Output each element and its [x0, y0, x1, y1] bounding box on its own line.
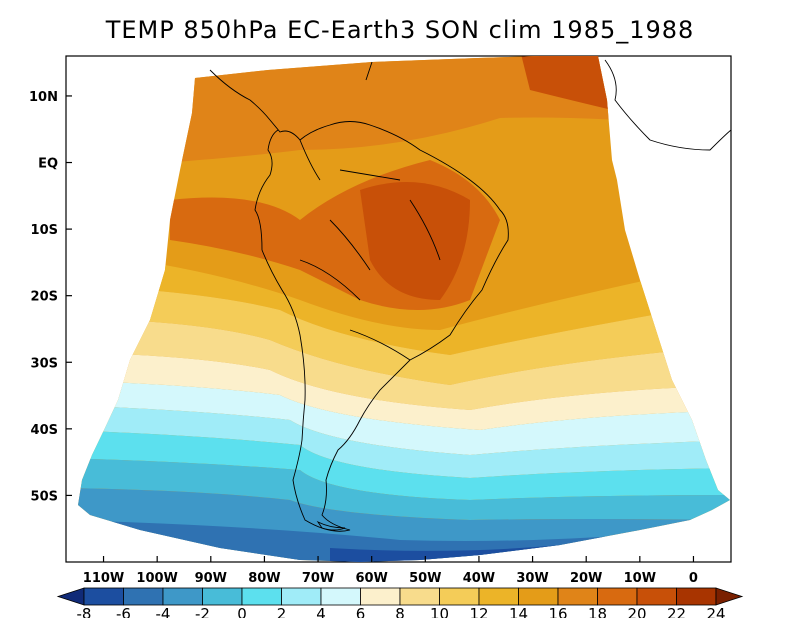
lon-tick-label: 30W	[516, 571, 548, 586]
lat-tick-label: 40S	[31, 423, 58, 438]
colorbar-segment	[202, 587, 243, 606]
colorbar: -8 -6 -4 -2 0 2 4 6 8 10 12 14 16 18 20 22 24	[56, 587, 744, 618]
colorbar-label: 22	[667, 605, 686, 618]
colorbar-segment	[478, 587, 519, 606]
colorbar-segment	[241, 587, 282, 606]
lon-tick-label: 10W	[624, 571, 656, 586]
colorbar-segment	[360, 587, 401, 606]
colorbar-segment	[281, 587, 322, 606]
colorbar-label: -6	[116, 605, 131, 618]
colorbar-segment	[636, 587, 677, 606]
colorbar-label: 14	[509, 605, 528, 618]
colorbar-segment	[123, 587, 164, 606]
lat-tick-label: 50S	[31, 489, 58, 504]
colorbar-segment	[597, 587, 638, 606]
colorbar-low-arrow	[56, 587, 85, 606]
colorbar-label: 10	[430, 605, 449, 618]
lon-tick-label: 70W	[302, 571, 334, 586]
colorbar-high-arrow	[715, 587, 744, 606]
colorbar-label: 8	[395, 605, 405, 618]
lon-tick-label: 100W	[136, 571, 177, 586]
colorbar-label: 24	[706, 605, 725, 618]
lon-tick-label: 110W	[83, 571, 124, 586]
colorbar-label: 16	[548, 605, 567, 618]
colorbar-segment	[162, 587, 203, 606]
colorbar-label: 2	[277, 605, 287, 618]
colorbar-label: 6	[356, 605, 366, 618]
lon-tick-label: 90W	[195, 571, 227, 586]
colorbar-segment	[320, 587, 361, 606]
lon-tick-label: 50W	[409, 571, 441, 586]
colorbar-label: 0	[237, 605, 247, 618]
colorbar-segment	[518, 587, 559, 606]
colorbar-label: 4	[316, 605, 326, 618]
colorbar-segment	[557, 587, 598, 606]
lon-tick-label: 20W	[570, 571, 602, 586]
colorbar-segment	[676, 587, 717, 606]
lat-tick-label: EQ	[38, 157, 58, 172]
colorbar-segment	[399, 587, 440, 606]
colorbar-segment	[83, 587, 124, 606]
lon-tick-label: 0	[689, 571, 698, 586]
colorbar-label: 12	[469, 605, 488, 618]
latitude-axis: 10N EQ 10S 20S 30S 40S 50S	[29, 90, 72, 504]
colorbar-label: 18	[588, 605, 607, 618]
lat-tick-label: 10N	[29, 90, 58, 105]
lat-tick-label: 10S	[31, 223, 58, 238]
map-title: TEMP 850hPa EC-Earth3 SON clim 1985_1988	[105, 16, 695, 44]
colorbar-segment	[439, 587, 480, 606]
coastlines	[209, 59, 732, 532]
lon-tick-label: 60W	[355, 571, 387, 586]
longitude-axis: 110W 100W 90W 80W 70W 60W 50W 40W 30W 20W 10W 0	[83, 556, 698, 586]
lon-tick-label: 40W	[463, 571, 495, 586]
lat-tick-label: 30S	[31, 356, 58, 371]
colorbar-label: -8	[77, 605, 92, 618]
colorbar-label: 20	[627, 605, 646, 618]
colorbar-label: -2	[195, 605, 210, 618]
lon-tick-label: 80W	[248, 571, 280, 586]
colorbar-label: -4	[156, 605, 171, 618]
lat-tick-label: 20S	[31, 290, 58, 305]
